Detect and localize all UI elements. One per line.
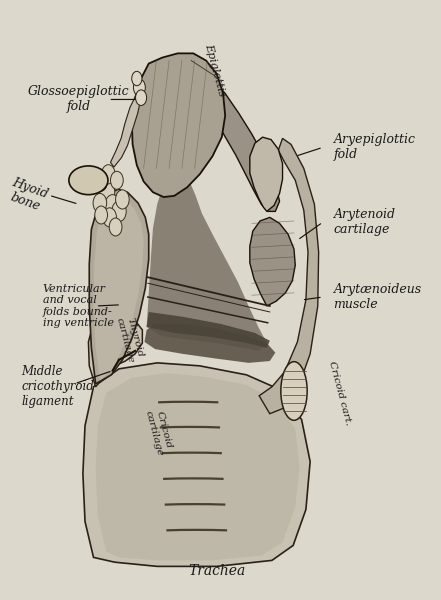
- Text: Ventricular
and vocal
folds bound-
ing ventricle: Ventricular and vocal folds bound- ing v…: [42, 284, 113, 328]
- Circle shape: [109, 218, 122, 236]
- Circle shape: [105, 194, 120, 216]
- Text: Arytænoideus
muscle: Arytænoideus muscle: [333, 283, 422, 311]
- Polygon shape: [250, 217, 295, 306]
- Polygon shape: [203, 77, 280, 211]
- Polygon shape: [89, 189, 149, 384]
- Polygon shape: [250, 137, 283, 211]
- Text: Hyoid
bone: Hyoid bone: [5, 176, 50, 215]
- Text: Trachea: Trachea: [188, 563, 245, 578]
- Polygon shape: [146, 171, 267, 351]
- Circle shape: [95, 174, 107, 191]
- Polygon shape: [93, 197, 144, 381]
- Text: Thyroid
cartilage: Thyroid cartilage: [114, 314, 145, 364]
- Text: Cricoid
cartilage: Cricoid cartilage: [144, 407, 175, 457]
- Polygon shape: [146, 312, 270, 348]
- Text: Arytenoid
cartilage: Arytenoid cartilage: [333, 208, 396, 236]
- Text: Mıddle
cricothyroid
ligament: Mıddle cricothyroid ligament: [21, 365, 94, 408]
- Polygon shape: [88, 313, 142, 387]
- Circle shape: [134, 79, 146, 96]
- Circle shape: [93, 193, 107, 212]
- Polygon shape: [145, 324, 275, 363]
- Polygon shape: [259, 139, 319, 414]
- Circle shape: [135, 90, 146, 106]
- Text: Epiglottis: Epiglottis: [203, 42, 226, 97]
- Circle shape: [111, 171, 123, 189]
- Ellipse shape: [69, 166, 108, 194]
- Text: Glossoepiglottic
fold: Glossoepiglottic fold: [28, 85, 130, 113]
- Circle shape: [103, 208, 116, 227]
- Text: Cricoid cart.: Cricoid cart.: [327, 360, 353, 426]
- Circle shape: [101, 165, 115, 184]
- Polygon shape: [132, 53, 225, 197]
- Polygon shape: [111, 95, 141, 167]
- Circle shape: [132, 71, 142, 86]
- Ellipse shape: [281, 362, 307, 421]
- Circle shape: [116, 190, 129, 209]
- Text: Aryepiglottic
fold: Aryepiglottic fold: [333, 133, 415, 161]
- Circle shape: [112, 201, 126, 221]
- Polygon shape: [83, 363, 310, 566]
- Circle shape: [98, 180, 115, 204]
- Circle shape: [95, 206, 108, 224]
- Polygon shape: [96, 373, 299, 560]
